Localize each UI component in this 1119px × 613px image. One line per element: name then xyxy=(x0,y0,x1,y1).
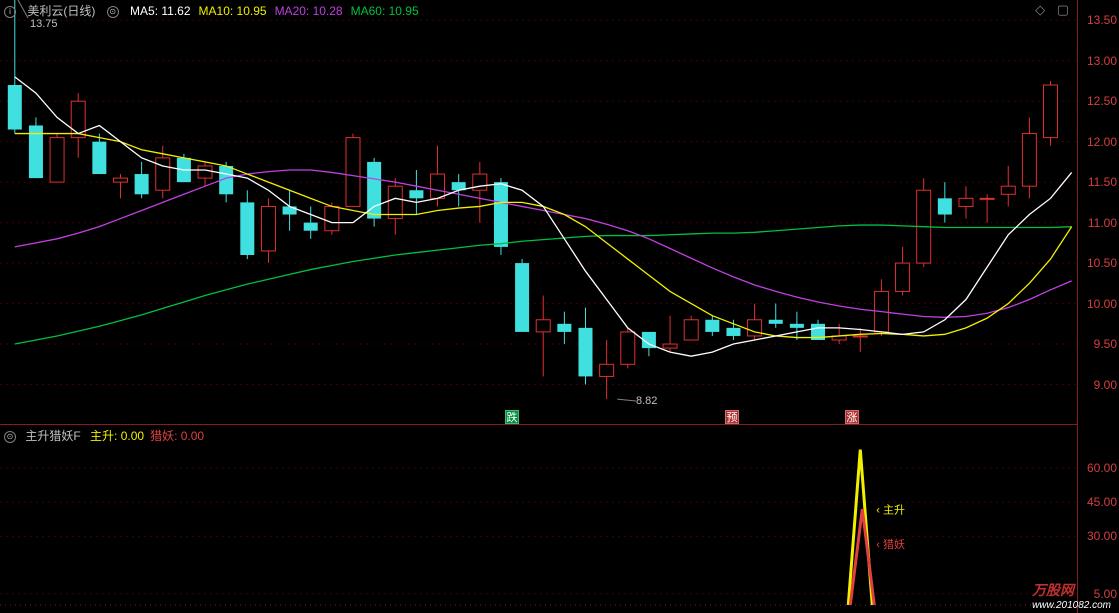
y-tick: 10.50 xyxy=(1087,256,1117,270)
sub-series-主升: 主升: 0.00 xyxy=(90,429,144,443)
marker-跌: 跌 xyxy=(505,410,519,424)
ma-legend-ma5: MA5: 11.62 xyxy=(130,4,190,18)
y-tick: 12.00 xyxy=(1087,135,1117,149)
main-price-chart[interactable]: i 美利云(日线) ⊙ MA5: 11.62 MA10: 10.95 MA20: 1… xyxy=(0,0,1078,425)
sub-chart-svg: ‹ 主升 ‹ 猎妖 xyxy=(0,425,1078,613)
y-tick: 9.50 xyxy=(1094,337,1117,351)
svg-text:‹ 主升: ‹ 主升 xyxy=(876,504,905,517)
main-chart-svg xyxy=(0,0,1078,425)
main-legend: i 美利云(日线) ⊙ MA5: 11.62 MA10: 10.95 MA20: 1… xyxy=(4,2,435,19)
info-icon: i xyxy=(4,6,16,18)
marker-预: 预 xyxy=(725,410,739,424)
sub-y-tick: 60.00 xyxy=(1087,461,1117,475)
marker-涨: 涨 xyxy=(845,410,859,424)
y-tick: 13.00 xyxy=(1087,54,1117,68)
y-tick: 10.00 xyxy=(1087,297,1117,311)
ma-legend-ma60: MA60: 10.95 xyxy=(351,4,419,18)
y-tick: 9.00 xyxy=(1094,378,1117,392)
ma-legend-ma10: MA10: 10.95 xyxy=(199,4,267,18)
y-tick: 13.50 xyxy=(1087,13,1117,27)
sub-title: 主升猎妖F xyxy=(25,429,80,443)
sub-y-tick: 30.00 xyxy=(1087,529,1117,543)
eye-icon: ⊙ xyxy=(4,431,16,443)
brand-url: www.201082.com xyxy=(1032,600,1111,611)
y-tick: 11.00 xyxy=(1088,216,1117,230)
y-tick: 11.50 xyxy=(1088,175,1117,189)
y-axis-main: 13.50 13.00 12.50 12.00 11.50 11.00 10.50 10.00… xyxy=(1079,0,1119,425)
sub-y-tick: 45.00 xyxy=(1087,495,1117,509)
stock-title: 美利云(日线) xyxy=(27,4,95,18)
y-tick: 12.50 xyxy=(1087,94,1117,108)
watermark-logo: 万股网 www.201082.com xyxy=(1032,580,1111,611)
sub-series-猎妖: 猎妖: 0.00 xyxy=(150,429,204,443)
sub-indicator-chart[interactable]: ⊙ 主升猎妖F 主升: 0.00 猎妖: 0.00 ‹ 主升 ‹ 猎妖 xyxy=(0,425,1078,613)
eye-icon: ⊙ xyxy=(107,6,119,18)
ma-legend-ma20: MA20: 10.28 xyxy=(275,4,343,18)
sub-legend: ⊙ 主升猎妖F 主升: 0.00 猎妖: 0.00 xyxy=(4,427,216,444)
brand-text: 万股网 xyxy=(1032,582,1074,598)
svg-text:‹ 猎妖: ‹ 猎妖 xyxy=(876,537,905,551)
